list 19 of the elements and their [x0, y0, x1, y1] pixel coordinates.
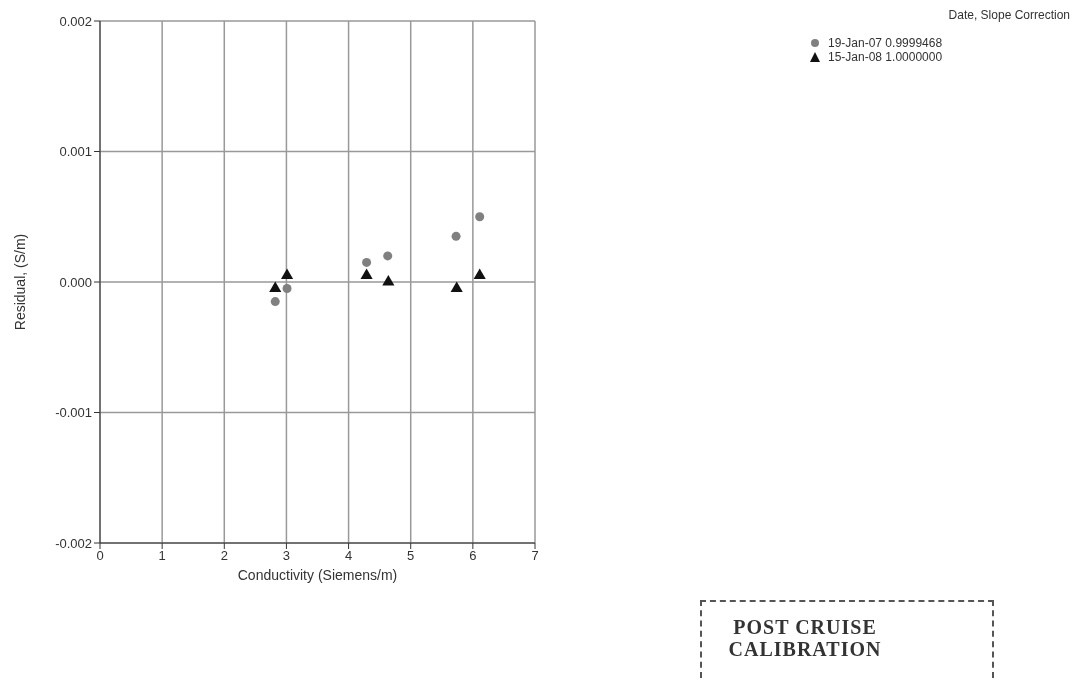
y-tick-label: 0.001 — [59, 144, 92, 160]
x-tick-label: 3 — [282, 548, 291, 564]
legend-label: 15-Jan-08 1.0000000 — [828, 50, 943, 64]
x-tick-label: 0 — [96, 548, 104, 564]
y-tick-label: -0.001 — [55, 405, 92, 421]
x-tick-label: 1 — [158, 548, 166, 564]
x-tick-label: 5 — [407, 548, 415, 564]
legend-title: Date, Slope Correction — [947, 8, 1070, 22]
x-tick-label: 2 — [220, 548, 228, 564]
y-axis-title: Residual, (S/m) — [11, 233, 28, 331]
y-tick-label: -0.002 — [55, 535, 92, 551]
y-tick-label: 0.002 — [59, 13, 92, 29]
x-tick-label: 4 — [344, 548, 353, 564]
y-tick-label: 0.000 — [59, 274, 92, 290]
legend-label: 19-Jan-07 0.9999468 — [828, 36, 943, 50]
text: POST CRUISE CALIBRATION — [727, 616, 883, 660]
x-tick-label: 7 — [531, 548, 539, 564]
x-axis-title: Conductivity (Siemens/m) — [237, 567, 398, 583]
x-tick-label: 6 — [469, 548, 477, 564]
